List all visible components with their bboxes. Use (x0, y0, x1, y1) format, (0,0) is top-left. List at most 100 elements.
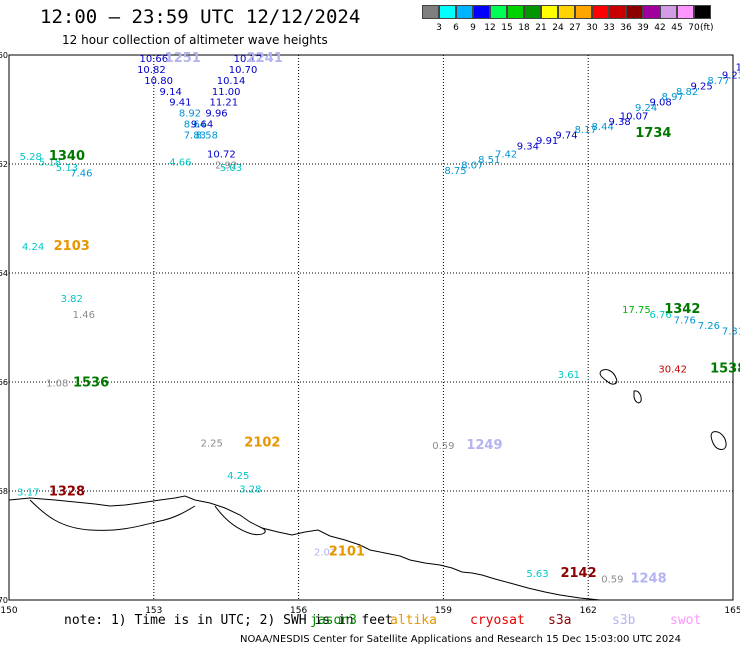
island-outline (599, 369, 618, 385)
map-title: 12:00 – 23:59 UTC 12/12/2024 (40, 6, 361, 28)
pass-time-label: 2103 (54, 239, 90, 254)
island-outline (710, 431, 727, 451)
wave-height-label: 9.23 (722, 70, 740, 81)
wave-height-label: 0.59 (601, 575, 623, 586)
scale-swatch (524, 5, 541, 19)
lat-label: -62 (0, 160, 8, 169)
wave-height-label: 5.18 (39, 158, 61, 169)
wave-height-label: 10.82 (137, 65, 166, 76)
scale-tick-label: 45 (671, 23, 683, 33)
wave-height-label: 2.01 (314, 547, 336, 558)
wave-height-label: 10.14 (217, 76, 246, 87)
scale-swatch (541, 5, 558, 19)
lon-label: 165 (724, 606, 740, 616)
wave-height-label: 8.92 (179, 109, 201, 120)
wave-height-label: 30.42 (658, 365, 687, 376)
wave-height-label: 11.21 (209, 98, 238, 109)
legend-item-swot: swot (670, 613, 702, 628)
lon-label: 159 (435, 606, 452, 616)
scale-swatch (592, 5, 609, 19)
pass-time-label: 1536 (73, 375, 109, 390)
wave-height-label: 8.07 (461, 160, 483, 171)
scale-tick-label: 42 (654, 23, 666, 33)
wave-height-label: 9.08 (649, 98, 671, 109)
wave-height-label: 10.43 (736, 62, 740, 73)
wave-height-label: 8.75 (444, 166, 466, 177)
wave-height-label: 7.83 (184, 130, 206, 141)
wave-height-label: 3.28 (239, 485, 261, 496)
wave-height-label: 10.07 (620, 111, 649, 122)
wave-height-label: 8.64 (184, 119, 206, 130)
scale-tick-label: 9 (470, 23, 476, 33)
wave-height-label: 5.28 (20, 152, 42, 163)
scale-tick-label: 39 (637, 23, 649, 33)
wave-height-label: 8.44 (592, 122, 614, 133)
scale-swatch (558, 5, 575, 19)
pass-time-label: 1538 (710, 362, 740, 377)
lon-label: 156 (290, 606, 307, 616)
scale-tick-label: 3 (436, 23, 442, 33)
wave-height-label: 5.63 (526, 569, 548, 580)
wave-height-label: 9.25 (690, 81, 712, 92)
scale-swatch (643, 5, 660, 19)
scale-swatch (575, 5, 592, 19)
legend-item-jason3: jason3 (310, 613, 357, 628)
pass-time-label: 1342 (664, 302, 700, 317)
wave-height-label: 9.14 (160, 87, 182, 98)
pass-time-label: 1251 (165, 51, 201, 66)
wave-height-label: 7.76 (674, 316, 696, 327)
legend-item-s3b: s3b (612, 613, 636, 628)
wave-height-label: 8.58 (196, 130, 218, 141)
lat-label: -64 (0, 269, 8, 278)
wave-height-label: 3.17 (17, 487, 39, 498)
lat-label: -70 (0, 596, 8, 605)
wave-height-label: 2.92 (215, 160, 237, 171)
lon-label: 162 (580, 606, 597, 616)
wave-height-label: 9.34 (517, 141, 539, 152)
wave-height-label: 8.51 (478, 155, 500, 166)
coastline (8, 495, 601, 601)
scale-tick-label: 6 (453, 23, 459, 33)
wave-height-label: 9.96 (205, 109, 227, 120)
wave-height-label: 9.24 (635, 103, 657, 114)
lon-label: 150 (0, 606, 17, 616)
wave-height-label: 5.13 (56, 163, 78, 174)
wave-height-label: 3.61 (558, 370, 580, 381)
scale-swatch (439, 5, 456, 19)
wave-height-label: 10.66 (139, 54, 168, 65)
pass-time-label: 2142 (560, 566, 596, 581)
scale-tick-label: 18 (518, 23, 530, 33)
footer-note: note: 1) Time is in UTC; 2) SWH is in fe… (64, 613, 393, 628)
wave-height-label: 6.76 (649, 310, 671, 321)
wave-height-label: 8.17 (575, 125, 597, 136)
pass-time-label: 1249 (466, 438, 502, 453)
lat-label: -60 (0, 51, 8, 60)
coastline-inlet (214, 505, 266, 535)
legend-item-cryosat: cryosat (470, 613, 525, 628)
scale-tick-label: 36 (620, 23, 632, 33)
scale-tick-label: 30 (586, 23, 598, 33)
wave-height-label: 2.25 (201, 438, 223, 449)
wave-height-label: 11.00 (212, 87, 241, 98)
scale-swatch (507, 5, 524, 19)
scale-tick-label: 27 (569, 23, 581, 33)
scale-tick-label: 24 (552, 23, 564, 33)
wave-height-label: 9.91 (536, 136, 558, 147)
wave-height-label: 17.75 (622, 305, 651, 316)
coastline-inlet (29, 499, 196, 531)
pass-time-label: 2101 (329, 544, 365, 559)
wave-height-label: 7.31 (722, 327, 740, 338)
scale-swatch (422, 5, 439, 19)
wave-height-label: 10.80 (144, 76, 173, 87)
pass-time-label: 1734 (635, 126, 671, 141)
lon-label: 153 (145, 606, 162, 616)
wave-height-label: 4.66 (169, 158, 191, 169)
wave-height-label: 10.72 (207, 149, 236, 160)
lat-label: -66 (0, 378, 8, 387)
legend-item-s3a: s3a (548, 613, 572, 628)
map-frame (8, 54, 734, 601)
wave-height-label: 4.25 (227, 471, 249, 482)
wave-height-label: 8.82 (676, 87, 698, 98)
wave-height-label: 5.03 (220, 163, 242, 174)
